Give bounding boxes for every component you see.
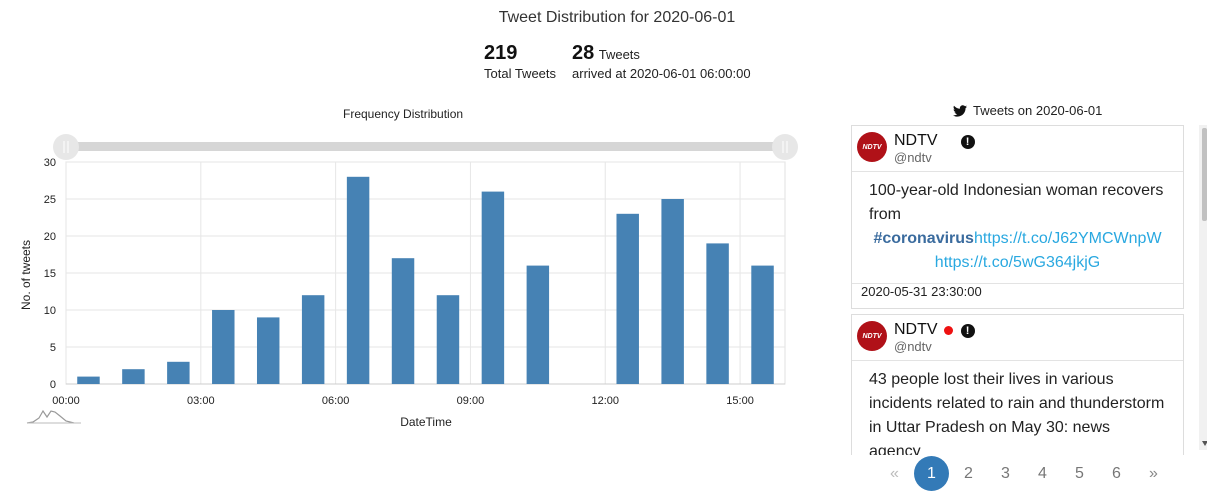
bar-0500[interactable] bbox=[301, 295, 325, 384]
live-dot-icon bbox=[943, 325, 953, 335]
bar-0600[interactable] bbox=[346, 176, 370, 384]
tweet-header: NDTV NDTV! @ndtv bbox=[852, 126, 1183, 172]
twitter-bird-icon bbox=[953, 104, 967, 117]
range-slider-track[interactable] bbox=[66, 142, 786, 151]
x-tick-label: 00:00 bbox=[52, 395, 80, 407]
ndtv-avatar[interactable]: NDTV bbox=[857, 321, 887, 351]
pagination-page-1[interactable]: 1 bbox=[914, 456, 949, 491]
y-tick-label: 30 bbox=[44, 157, 56, 169]
tweet-header: NDTV NDTV! @ndtv bbox=[852, 315, 1183, 361]
range-slider[interactable] bbox=[53, 134, 798, 160]
bar-0800[interactable] bbox=[436, 295, 460, 384]
x-tick-label: 03:00 bbox=[187, 395, 215, 407]
bar-series bbox=[77, 176, 774, 384]
tweets-header: Tweets on 2020-06-01 bbox=[953, 103, 1102, 118]
pagination-page-2[interactable]: 2 bbox=[964, 464, 973, 482]
y-tick-label: 0 bbox=[50, 379, 56, 391]
scroll-down-arrow-icon[interactable] bbox=[1202, 441, 1207, 446]
pagination-page-6[interactable]: 6 bbox=[1112, 464, 1121, 482]
tweet-user-handle[interactable]: @ndtv bbox=[894, 150, 932, 165]
x-tick-label: 12:00 bbox=[591, 395, 619, 407]
feed-scrollbar[interactable] bbox=[1199, 125, 1207, 450]
x-tick-label: 06:00 bbox=[322, 395, 350, 407]
y-tick-label: 15 bbox=[44, 268, 56, 280]
alert-icon[interactable]: ! bbox=[960, 323, 975, 338]
y-tick-label: 5 bbox=[50, 342, 56, 354]
x-axis-ticks: 00:00 03:00 06:00 09:00 12:00 15:00 bbox=[52, 395, 754, 407]
stats-summary: 219 Total Tweets 28 Tweets arrived at 20… bbox=[484, 42, 751, 81]
bar-1400[interactable] bbox=[706, 243, 729, 384]
pagination-page-4[interactable]: 4 bbox=[1038, 464, 1047, 482]
pagination-page-3[interactable]: 3 bbox=[1001, 464, 1010, 482]
tweet-text-line: 100-year-old Indonesian woman recovers f… bbox=[869, 182, 1164, 223]
y-tick-label: 25 bbox=[44, 194, 56, 206]
bar-0400[interactable] bbox=[256, 317, 280, 384]
mini-sparkline-icon bbox=[26, 409, 81, 424]
tweet-text: 100-year-old Indonesian woman recovers f… bbox=[852, 172, 1183, 283]
bar-0100[interactable] bbox=[122, 369, 145, 384]
y-tick-label: 10 bbox=[44, 305, 56, 317]
total-tweets-stat: 219 Total Tweets bbox=[484, 42, 556, 81]
pagination-next-button[interactable]: » bbox=[1149, 464, 1158, 482]
tweet-text: 43 people lost their lives in various in… bbox=[869, 371, 1165, 455]
arrived-tweets-label: arrived at 2020-06-01 06:00:00 bbox=[572, 66, 751, 81]
page-title: Tweet Distribution for 2020-06-01 bbox=[498, 9, 736, 26]
y-axis-ticks: 0 5 10 15 20 25 30 bbox=[44, 157, 56, 391]
x-tick-label: 15:00 bbox=[726, 395, 754, 407]
ndtv-avatar[interactable]: NDTV bbox=[857, 132, 887, 162]
tweets-header-label: Tweets on 2020-06-01 bbox=[973, 103, 1103, 118]
tweet-user-handle[interactable]: @ndtv bbox=[894, 339, 932, 354]
alert-icon[interactable]: ! bbox=[960, 134, 975, 149]
pagination: « 1 2 3 4 5 6 » bbox=[876, 456, 1172, 491]
feed-scrollbar-thumb[interactable] bbox=[1202, 128, 1207, 221]
tweet-user-name[interactable]: NDTV bbox=[894, 132, 938, 149]
arrived-tweets-value: 28 bbox=[572, 42, 595, 64]
bar-0200[interactable] bbox=[167, 361, 190, 384]
arrived-tweets-unit: Tweets bbox=[598, 47, 640, 62]
bar-1000[interactable] bbox=[526, 265, 550, 384]
bar-0900[interactable] bbox=[481, 191, 505, 384]
tweet-hashtag-link[interactable]: #coronavirus bbox=[873, 230, 974, 247]
total-tweets-value: 219 bbox=[484, 42, 518, 64]
tweet-url-link[interactable]: https://t.co/J62YMCWnpW bbox=[973, 230, 1162, 247]
bar-0700[interactable] bbox=[391, 258, 415, 384]
pagination-prev-button[interactable]: « bbox=[890, 464, 899, 482]
chart-title: Frequency Distribution bbox=[343, 107, 464, 121]
total-tweets-label: Total Tweets bbox=[484, 66, 557, 81]
tweet-url-link[interactable]: https://t.co/5wG364jkjG bbox=[934, 254, 1101, 271]
tweet-card[interactable]: NDTV NDTV! @ndtv 43 people lost their li… bbox=[851, 314, 1184, 455]
y-axis-label: No. of tweets bbox=[19, 240, 33, 310]
range-slider-right-handle[interactable] bbox=[772, 134, 798, 160]
tweet-user-name[interactable]: NDTV bbox=[894, 321, 938, 338]
frequency-chart: 0 5 10 15 20 25 30 00:00 03:00 06:00 09:00 12:00 15… bbox=[19, 134, 798, 429]
bar-0300[interactable] bbox=[212, 310, 235, 384]
y-tick-label: 20 bbox=[44, 231, 56, 243]
tweet-card[interactable]: NDTV NDTV! @ndtv 100-year-old Indonesian… bbox=[851, 125, 1184, 309]
bar-1300[interactable] bbox=[661, 199, 684, 384]
x-axis-label: DateTime bbox=[400, 415, 452, 429]
range-slider-left-handle[interactable] bbox=[53, 134, 79, 160]
bar-1500[interactable] bbox=[751, 265, 774, 384]
tweet-timestamp: 2020-05-31 23:30:00 bbox=[852, 283, 1183, 308]
bar-0000[interactable] bbox=[77, 376, 100, 384]
pagination-page-5[interactable]: 5 bbox=[1075, 464, 1084, 482]
bar-1200[interactable] bbox=[616, 213, 639, 384]
x-tick-label: 09:00 bbox=[457, 395, 485, 407]
tweet-feed[interactable]: NDTV NDTV! @ndtv 100-year-old Indonesian… bbox=[851, 125, 1184, 455]
arrived-tweets-stat: 28 Tweets arrived at 2020-06-01 06:00:00 bbox=[572, 42, 751, 81]
